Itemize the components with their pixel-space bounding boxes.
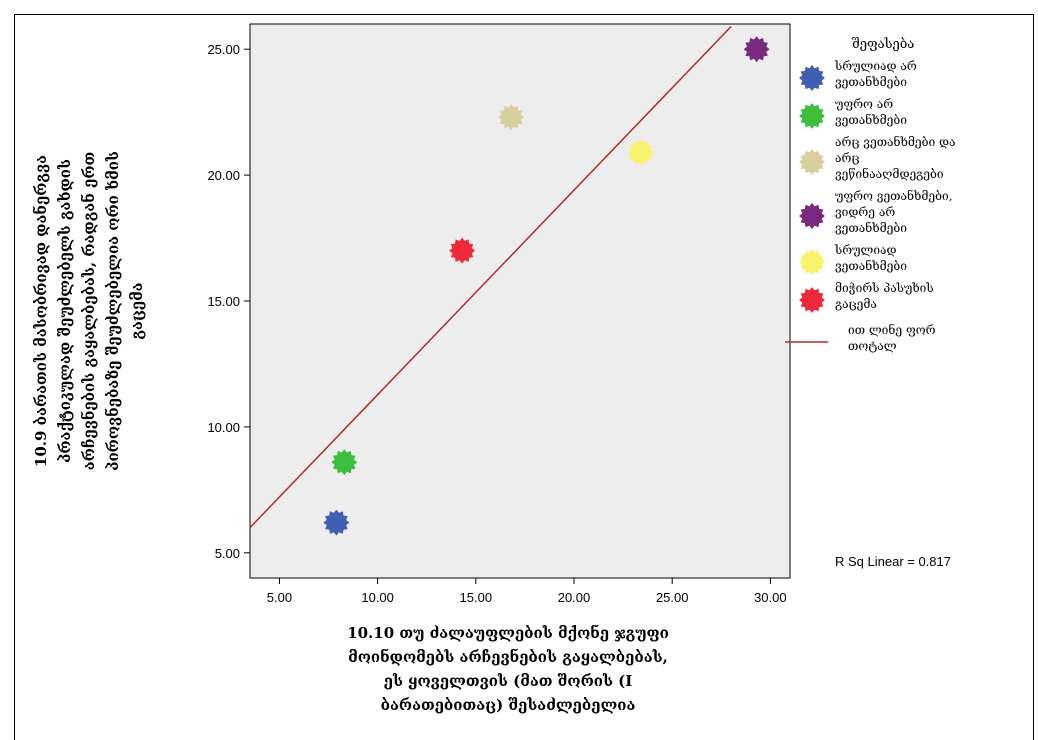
legend-marker: [799, 149, 825, 175]
legend-entry: ვიდრე არ: [835, 205, 895, 219]
chart-frame: [14, 14, 1034, 740]
legend-entry: უფრო არ: [835, 97, 893, 111]
legend-entry: მიჭირს პასუხის: [835, 281, 934, 295]
data-point: [323, 509, 350, 536]
legend-title: შეფასება: [852, 37, 914, 52]
r-squared-annotation: R Sq Linear = 0.817: [835, 554, 951, 569]
x-axis-label: მოინდომებს არჩევნების გაყალბებას,: [348, 648, 668, 666]
y-tick-label: 20.00: [207, 168, 240, 183]
legend-fit-label: ით ლინე ფორ: [848, 322, 936, 337]
data-point: [743, 36, 770, 63]
y-axis-label: გაცემა: [128, 282, 146, 339]
legend-entry: ვეწინააღმდეგები: [835, 166, 944, 181]
legend-marker: [799, 103, 825, 129]
legend-entry: არც ვეთანხმები და: [835, 134, 956, 149]
y-axis-label: არჩევნების გაყალბებას, რადგან ერთ: [80, 152, 98, 470]
plot-area: [249, 23, 791, 579]
x-axis-label: ეს ყოველთვის (მათ შორის (I: [384, 672, 633, 690]
x-tick-label: 30.00: [754, 590, 787, 605]
legend-fit-label: თოტალ: [848, 339, 897, 353]
legend-marker: [799, 249, 825, 275]
y-tick-label: 5.00: [215, 546, 240, 561]
legend-entry: სრულიად: [834, 243, 897, 257]
legend-entry: ვეთანხმები: [835, 220, 907, 235]
x-axis-label: ბარათებითაც) შესაძლებელია: [381, 696, 636, 714]
data-point: [627, 139, 654, 166]
legend-marker: [799, 287, 825, 313]
legend-entry: ვეთანხმები: [835, 112, 907, 127]
y-tick-label: 10.00: [207, 420, 240, 435]
legend-entry: არც: [835, 151, 859, 165]
x-tick-label: 5.00: [267, 590, 292, 605]
data-point: [331, 449, 358, 476]
data-point: [498, 104, 525, 131]
y-axis-label: პიროვნებაზე შეუძლებელია ორი ხმის: [104, 151, 122, 471]
y-tick-label: 15.00: [207, 294, 240, 309]
x-tick-label: 25.00: [656, 590, 689, 605]
data-point: [449, 237, 476, 264]
x-tick-label: 20.00: [558, 590, 591, 605]
legend-entry: ვეთანხმები: [835, 258, 907, 273]
x-axis-label: 10.10 თუ ძალაუფლების მქონე ჯგუფი: [347, 624, 669, 642]
y-axis-label: 10.9 ბარათის მასობრივად დანერგვა: [32, 155, 50, 467]
legend-entry: გაცემა: [835, 297, 877, 311]
y-axis-label: პრაქტიკულად შეუძლებელს გახდის: [56, 159, 74, 463]
legend-entry: ვეთანხმები: [835, 74, 907, 89]
legend-entry: უფრო ვეთანხმები,: [835, 188, 953, 203]
x-tick-label: 10.00: [361, 590, 394, 605]
legend-entry: სრულიად არ: [834, 59, 917, 73]
fit-line: [249, 25, 732, 529]
y-tick-label: 25.00: [207, 42, 240, 57]
legend-marker: [799, 65, 825, 91]
legend-marker: [799, 203, 825, 229]
x-tick-label: 15.00: [460, 590, 493, 605]
